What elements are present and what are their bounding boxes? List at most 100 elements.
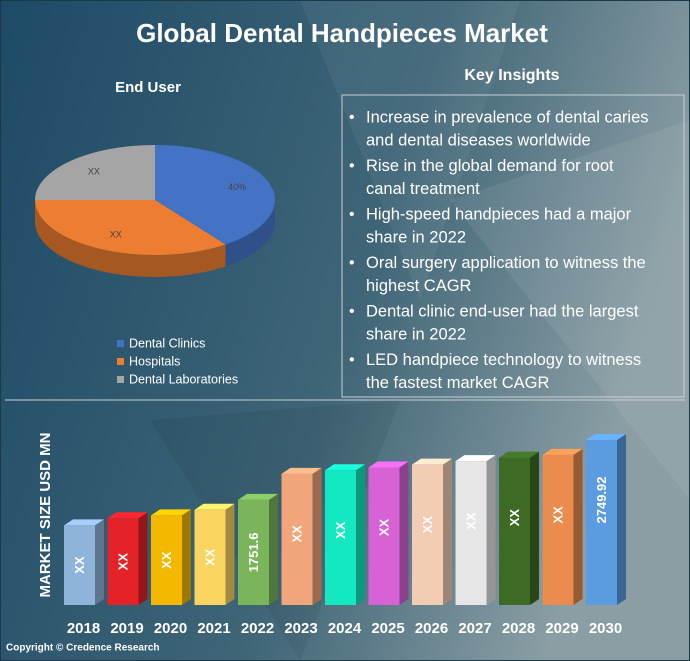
data-label: XX: [507, 509, 522, 527]
bullet: •: [349, 158, 355, 175]
pie-slice: [35, 200, 226, 255]
insight-text: the fastest market CAGR: [366, 374, 549, 392]
bullet: •: [349, 109, 355, 126]
x-tick-label: 2019: [110, 620, 143, 637]
data-label: XX: [88, 166, 100, 176]
bar-top: [325, 464, 365, 471]
bar-side: [269, 493, 278, 605]
bullet: •: [349, 255, 355, 272]
bar-side: [443, 458, 452, 605]
x-tick-label: 2029: [545, 620, 578, 637]
bar-side: [312, 467, 322, 605]
bar-side: [182, 509, 191, 605]
bar-top: [281, 467, 322, 474]
bar: [499, 457, 530, 605]
data-label: 1751.6: [246, 533, 261, 573]
insight-text: and dental diseases worldwide: [366, 131, 591, 149]
data-label: XX: [333, 521, 348, 539]
bar-top: [412, 458, 452, 465]
pie-title: End User: [115, 79, 181, 96]
bar-top: [151, 509, 191, 516]
data-label: XX: [110, 230, 122, 240]
insight-text: Rise in the global demand for root: [366, 157, 614, 175]
insight-text: canal treatment: [366, 180, 480, 198]
bar: [368, 467, 400, 605]
bar-side: [573, 448, 583, 605]
bar-top: [107, 512, 148, 519]
legend-swatch: [117, 358, 124, 365]
bar: [455, 461, 487, 605]
pie-side: [35, 200, 226, 277]
x-tick-label: 2023: [284, 620, 317, 637]
insight-text: Increase in prevalence of dental caries: [366, 108, 649, 126]
bar-side: [530, 451, 539, 605]
pie-side: [225, 200, 275, 267]
data-label: XX: [550, 506, 565, 524]
decoration: [300, 0, 520, 300]
bar-top: [499, 451, 539, 458]
bullet: •: [349, 206, 355, 223]
x-tick-label: 2022: [241, 620, 274, 637]
bar: [281, 473, 313, 605]
insights-title: Key Insights: [464, 67, 559, 84]
bar-top: [542, 448, 583, 455]
x-tick-label: 2026: [415, 620, 448, 637]
insight-text: High-speed handpieces had a major: [366, 205, 632, 223]
bar-top: [455, 455, 496, 462]
x-tick-label: 2018: [67, 620, 100, 637]
insight-text: Oral surgery application to witness the: [366, 254, 646, 272]
bar-side: [225, 503, 235, 605]
insight-text: LED handpiece technology to witness: [366, 351, 641, 369]
bar-top: [368, 461, 409, 468]
bar-top: [64, 519, 104, 526]
x-tick-label: 2028: [502, 620, 535, 637]
data-label: XX: [289, 525, 304, 543]
bar-side: [138, 512, 148, 605]
data-label: XX: [72, 556, 87, 574]
legend-swatch: [117, 376, 124, 383]
bar: [194, 509, 226, 605]
bar-top: [238, 493, 278, 500]
copyright: Copyright © Credence Research: [6, 643, 160, 654]
bar: [325, 470, 356, 605]
pie-slice: [35, 145, 155, 200]
bar-side: [356, 464, 365, 605]
legend-label: Hospitals: [129, 354, 180, 368]
insight-text: Dental clinic end-user had the largest: [366, 302, 639, 320]
data-label: XX: [463, 512, 478, 530]
bar: [238, 499, 269, 605]
bar: [107, 518, 139, 605]
bar-side: [617, 434, 626, 605]
bar: [542, 454, 574, 605]
x-tick-label: 2025: [371, 620, 404, 637]
data-label: XX: [115, 553, 130, 571]
bar: [412, 464, 443, 605]
x-tick-label: 2024: [328, 620, 362, 637]
insight-text: share in 2022: [366, 325, 466, 343]
legend-label: Dental Laboratories: [129, 372, 238, 386]
bar: [586, 440, 617, 605]
decoration: [450, 120, 690, 500]
bar-side: [95, 519, 104, 605]
data-label: XX: [376, 518, 391, 536]
insights-box: [341, 94, 685, 398]
x-tick-label: 2020: [154, 620, 187, 637]
pie-slice: [155, 145, 276, 245]
bar: [64, 525, 95, 605]
bar: [151, 515, 182, 605]
bar-top: [194, 503, 235, 510]
bar-top: [586, 434, 626, 440]
insight-text: share in 2022: [366, 228, 466, 246]
data-label: 2749.92: [594, 477, 609, 524]
x-tick-label: 2021: [197, 620, 230, 637]
bullet: •: [349, 303, 355, 320]
data-label: XX: [420, 516, 435, 534]
data-label: XX: [159, 551, 174, 569]
title: Global Dental Handpieces Market: [136, 18, 548, 48]
data-label: 40%: [228, 182, 246, 192]
data-label: XX: [202, 548, 217, 566]
insight-text: highest CAGR: [366, 277, 472, 295]
x-tick-label: 2030: [589, 620, 622, 637]
x-tick-label: 2027: [458, 620, 491, 637]
